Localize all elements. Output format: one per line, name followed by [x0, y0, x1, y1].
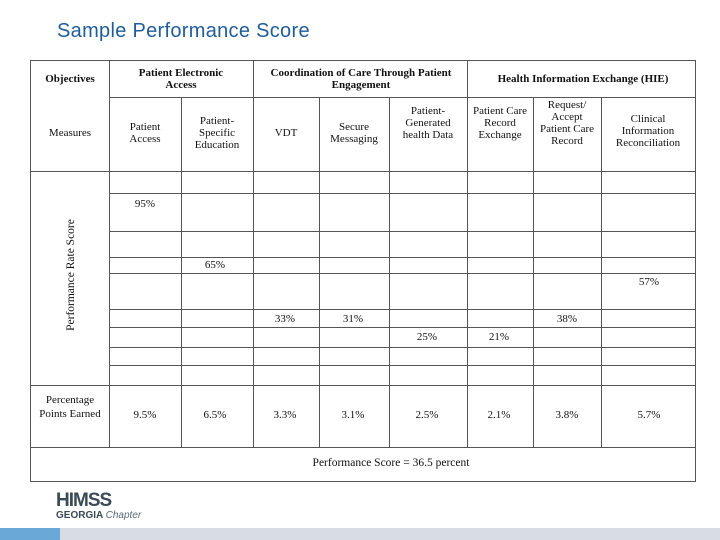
- logo-main-text: HIMSS: [56, 490, 112, 511]
- himss-georgia-logo: HIMSS GEORGIA Chapter: [56, 490, 141, 521]
- rule-row-2: [109, 231, 695, 232]
- points-clinical-information-reconciliation: 5.7%: [637, 409, 661, 421]
- bottom-bar: [60, 528, 720, 540]
- points-secure-messaging: 3.1%: [341, 409, 365, 421]
- measure-patient-specific-education: Patient-Specific Education: [194, 115, 240, 151]
- measure-patient-access: Patient Access: [129, 121, 161, 145]
- points-patient-care-record-exchange: 2.1%: [487, 409, 511, 421]
- points-vdt: 3.3%: [273, 409, 297, 421]
- performance-score-summary: Performance Score = 36.5 percent: [312, 457, 470, 469]
- measure-vdt: VDT: [274, 127, 298, 139]
- points-request-accept-patient-care-record: 3.8%: [555, 409, 579, 421]
- rule-header-bottom: [31, 171, 695, 172]
- rule-row-6: [109, 327, 695, 328]
- rate-patient-access: 95%: [134, 198, 156, 210]
- rule-row-5: [109, 309, 695, 310]
- rule-points-bottom: [31, 447, 695, 448]
- measure-patient-care-record-exchange: Patient Care Record Exchange: [472, 105, 528, 141]
- points-patient-generated-health-data: 2.5%: [415, 409, 439, 421]
- logo-sub-text: GEORGIA Chapter: [56, 510, 141, 521]
- performance-rate-score-label: Performance Rate Score: [65, 219, 77, 331]
- rate-patient-care-record-exchange: 21%: [488, 331, 510, 343]
- points-label: Percentage Points Earned: [39, 394, 101, 420]
- rule-points-top: [31, 385, 695, 386]
- rate-patient-generated-health-data: 25%: [416, 331, 438, 343]
- rate-clinical-information-reconciliation: 57%: [638, 276, 660, 288]
- rule-row-7: [109, 347, 695, 348]
- rate-vdt: 33%: [274, 313, 296, 325]
- rule-col-5: [467, 61, 468, 447]
- points-patient-specific-education: 6.5%: [203, 409, 227, 421]
- objectives-label: Objectives: [45, 73, 95, 85]
- measure-clinical-information-reconciliation: Clinical Information Reconciliation: [615, 113, 681, 149]
- objective-coordination-of-care: Coordination of Care Through Patient Eng…: [270, 67, 452, 91]
- rule-objectives-bottom: [109, 97, 695, 98]
- measure-patient-generated-health-data: Patient-Generated health Data: [402, 105, 454, 141]
- rule-row-8: [109, 365, 695, 366]
- rule-col-1: [181, 97, 182, 447]
- rule-col-7: [601, 97, 602, 447]
- rule-row-4: [109, 273, 695, 274]
- slide-title: Sample Performance Score: [57, 20, 310, 42]
- rule-col-4: [389, 97, 390, 447]
- rule-row-3: [109, 257, 695, 258]
- bottom-accent-bar: [0, 528, 60, 540]
- rate-request-accept-patient-care-record: 38%: [556, 313, 578, 325]
- rule-row-1: [109, 193, 695, 194]
- measure-secure-messaging: Secure Messaging: [330, 121, 378, 145]
- points-patient-access: 9.5%: [133, 409, 157, 421]
- objective-hie: Health Information Exchange (HIE): [497, 73, 669, 85]
- measures-label: Measures: [48, 127, 92, 139]
- logo-sub-italic: Chapter: [105, 510, 142, 521]
- rule-col-3: [319, 97, 320, 447]
- measure-request-accept-patient-care-record: Request/ Accept Patient Care Record: [539, 99, 595, 147]
- rate-patient-specific-education: 65%: [204, 259, 226, 271]
- rule-col-2: [253, 61, 254, 447]
- objective-patient-electronic-access: Patient Electronic Access: [138, 67, 224, 91]
- rule-col-6: [533, 97, 534, 447]
- logo-sub-bold: GEORGIA: [56, 510, 103, 521]
- performance-table: Objectives Patient Electronic Access Coo…: [30, 60, 696, 482]
- rate-secure-messaging: 31%: [342, 313, 364, 325]
- rule-col-0: [109, 61, 110, 447]
